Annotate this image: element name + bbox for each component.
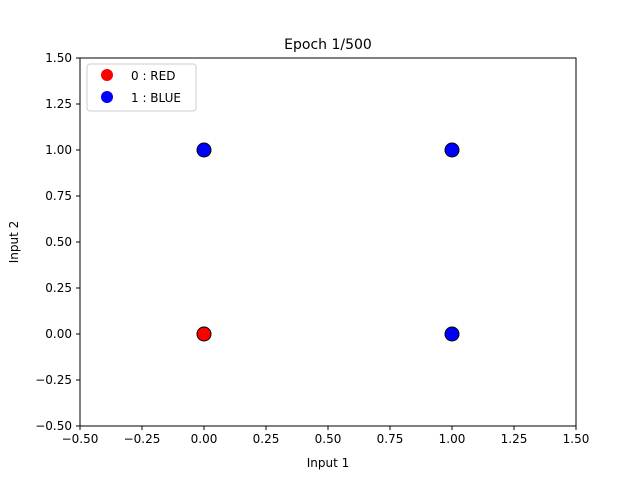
x-tick-label: 1.25 <box>501 432 528 446</box>
legend-label: 0 : RED <box>131 69 175 83</box>
y-tick-label: 0.75 <box>45 189 72 203</box>
y-tick-label: −0.25 <box>35 373 72 387</box>
data-point <box>196 142 212 158</box>
x-tick-label: −0.25 <box>124 432 161 446</box>
y-axis-label: Input 2 <box>7 221 21 264</box>
x-tick-label: 0.50 <box>315 432 342 446</box>
y-tick-label: 0.00 <box>45 327 72 341</box>
legend-box <box>86 63 197 112</box>
x-tick-label: 0.75 <box>377 432 404 446</box>
data-point <box>444 142 460 158</box>
x-tick-label: 0.00 <box>191 432 218 446</box>
tick-layer: −0.50 −0.25 0.00 0.25 0.50 0.75 1.00 1.25 1.50 −0… <box>35 51 589 446</box>
data-point <box>444 326 460 342</box>
legend-marker <box>101 91 113 103</box>
x-tick-label: 1.50 <box>563 432 590 446</box>
legend-label: 1 : BLUE <box>131 91 181 105</box>
y-tick-label: −0.50 <box>35 419 72 433</box>
data-point <box>196 326 212 342</box>
x-tick-label: −0.50 <box>62 432 99 446</box>
legend: 0 : RED 1 : BLUE <box>86 63 197 112</box>
y-tick-label: 0.50 <box>45 235 72 249</box>
x-axis-label: Input 1 <box>307 456 350 470</box>
y-tick-label: 1.25 <box>45 97 72 111</box>
chart-title: Epoch 1/500 <box>284 37 372 53</box>
legend-marker <box>101 69 113 81</box>
y-tick-label: 1.50 <box>45 51 72 65</box>
points-layer <box>196 142 460 342</box>
y-tick-label: 0.25 <box>45 281 72 295</box>
y-tick-label: 1.00 <box>45 143 72 157</box>
plot-frame <box>79 57 577 427</box>
x-tick-label: 0.25 <box>253 432 280 446</box>
x-tick-label: 1.00 <box>439 432 466 446</box>
